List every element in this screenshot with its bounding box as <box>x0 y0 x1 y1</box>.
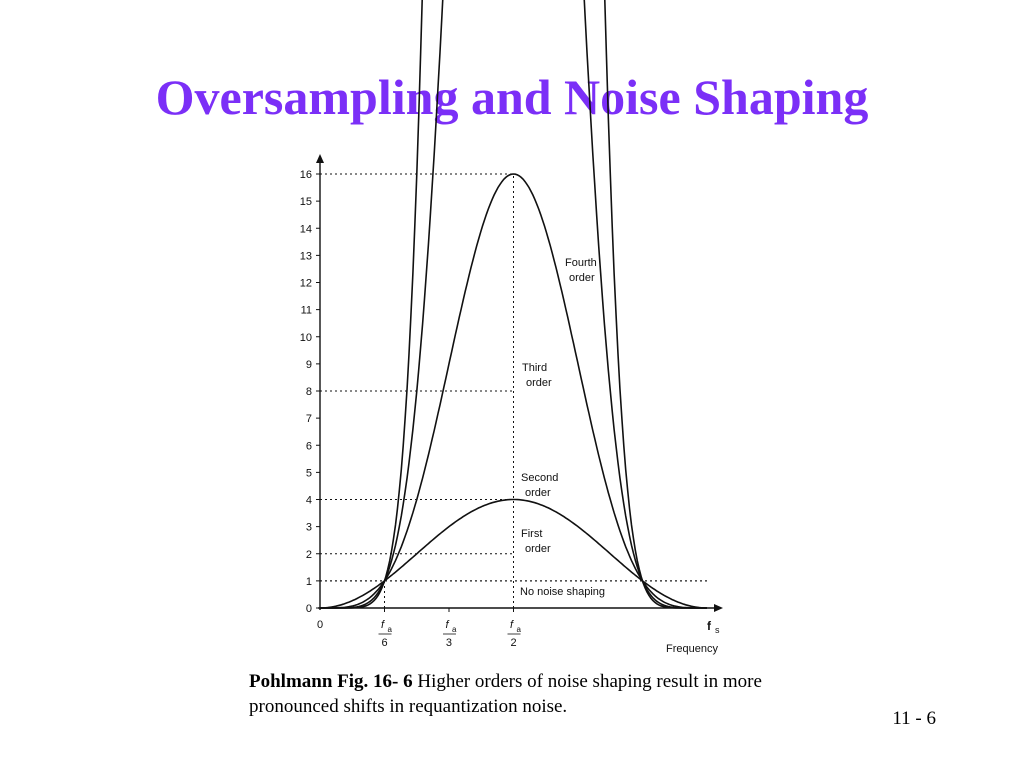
figure-caption: Pohlmann Fig. 16- 6 Higher orders of noi… <box>249 669 809 719</box>
x-tick-label: s <box>715 625 720 635</box>
y-tick-label: 7 <box>306 413 312 425</box>
x-tick-label: 6 <box>381 637 387 649</box>
series-label-order-1: First <box>521 528 542 540</box>
x-tick-label: f <box>445 619 449 631</box>
x-tick-label: f <box>381 619 385 631</box>
series-label-order-4: Fourth <box>565 257 597 269</box>
x-tick-label: f <box>707 619 712 633</box>
y-tick-label: 0 <box>306 603 312 615</box>
y-tick-label: 5 <box>306 467 312 479</box>
y-tick-label: 3 <box>306 522 312 534</box>
y-tick-label: 11 <box>301 305 312 317</box>
y-tick-label: 16 <box>300 169 312 181</box>
series-label-order-3: Third <box>522 362 547 374</box>
y-axis-arrow <box>316 154 324 163</box>
x-tick-label: f <box>510 619 514 631</box>
caption-text: Higher orders of noise shaping result in… <box>249 671 762 717</box>
y-tick-label: 13 <box>300 250 312 262</box>
x-tick-label: a <box>452 625 457 634</box>
series-label-order-2: Second <box>521 472 558 484</box>
series-label-order-2: order <box>525 487 551 499</box>
x-tick-label: 0 <box>317 619 323 631</box>
y-tick-label: 9 <box>306 359 312 371</box>
caption-reference: Pohlmann Fig. 16- 6 <box>249 671 413 692</box>
x-tick-label: 2 <box>510 637 516 649</box>
y-tick-label: 14 <box>300 223 312 235</box>
x-tick-label: a <box>517 625 522 634</box>
series-label-order-4: order <box>569 272 595 284</box>
series-label-order-0: No noise shaping <box>520 586 605 598</box>
y-tick-label: 10 <box>300 332 312 344</box>
y-tick-label: 4 <box>306 495 312 507</box>
slide-title: Oversampling and Noise Shaping <box>155 69 869 125</box>
y-tick-label: 6 <box>306 440 312 452</box>
x-axis-label: Frequency <box>666 643 718 655</box>
y-tick-label: 8 <box>306 386 312 398</box>
y-tick-label: 15 <box>300 196 312 208</box>
x-tick-label: 3 <box>446 637 452 649</box>
y-tick-label: 12 <box>300 278 312 290</box>
x-tick-label: a <box>388 625 393 634</box>
series-line-order-1 <box>320 498 707 609</box>
x-axis-arrow <box>714 604 723 612</box>
page-number: 11 - 6 <box>892 708 936 729</box>
y-tick-label: 1 <box>306 576 312 588</box>
series-label-order-1: order <box>525 543 551 555</box>
series-label-order-3: order <box>526 377 552 389</box>
y-tick-label: 2 <box>306 549 312 561</box>
